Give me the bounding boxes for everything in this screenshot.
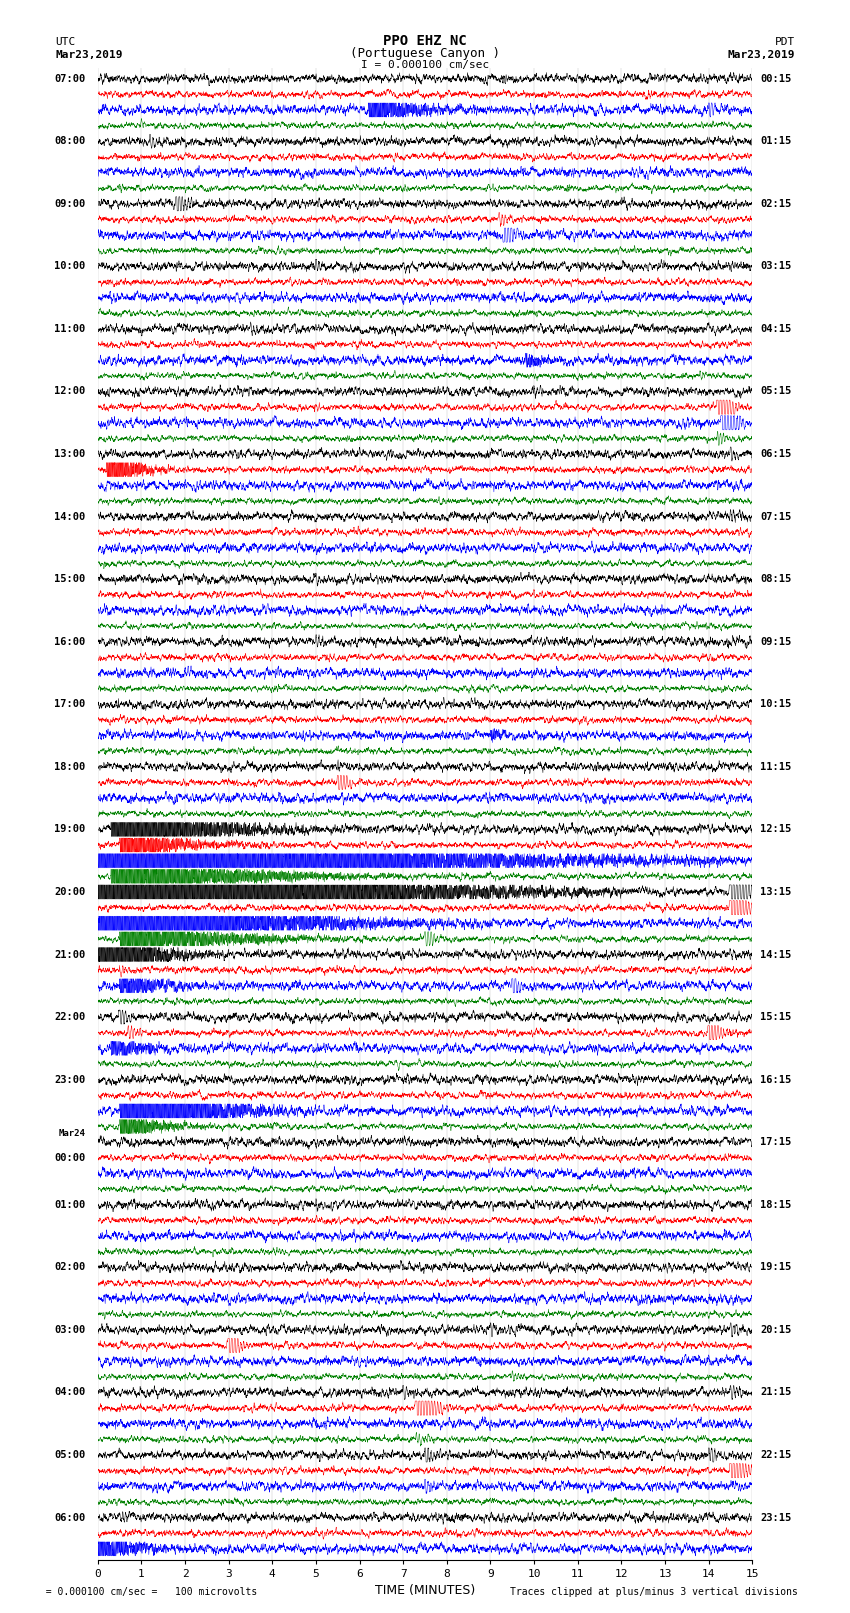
Text: 13:15: 13:15 bbox=[760, 887, 791, 897]
Text: 08:15: 08:15 bbox=[760, 574, 791, 584]
Text: 19:00: 19:00 bbox=[54, 824, 86, 834]
Text: 01:00: 01:00 bbox=[54, 1200, 86, 1210]
Text: 00:15: 00:15 bbox=[760, 74, 791, 84]
Text: 12:15: 12:15 bbox=[760, 824, 791, 834]
X-axis label: TIME (MINUTES): TIME (MINUTES) bbox=[375, 1584, 475, 1597]
Text: 02:00: 02:00 bbox=[54, 1263, 86, 1273]
Text: 18:00: 18:00 bbox=[54, 761, 86, 773]
Text: 00:00: 00:00 bbox=[54, 1153, 86, 1163]
Text: 16:00: 16:00 bbox=[54, 637, 86, 647]
Text: 21:00: 21:00 bbox=[54, 950, 86, 960]
Text: 08:00: 08:00 bbox=[54, 135, 86, 147]
Text: 14:00: 14:00 bbox=[54, 511, 86, 521]
Text: 21:15: 21:15 bbox=[760, 1387, 791, 1397]
Text: 18:15: 18:15 bbox=[760, 1200, 791, 1210]
Text: 12:00: 12:00 bbox=[54, 387, 86, 397]
Text: PDT: PDT bbox=[774, 37, 795, 47]
Text: 23:15: 23:15 bbox=[760, 1513, 791, 1523]
Text: 20:15: 20:15 bbox=[760, 1324, 791, 1336]
Text: 16:15: 16:15 bbox=[760, 1074, 791, 1084]
Text: 06:00: 06:00 bbox=[54, 1513, 86, 1523]
Text: 15:00: 15:00 bbox=[54, 574, 86, 584]
Text: 07:15: 07:15 bbox=[760, 511, 791, 521]
Text: 17:00: 17:00 bbox=[54, 700, 86, 710]
Text: 22:15: 22:15 bbox=[760, 1450, 791, 1460]
Text: 07:00: 07:00 bbox=[54, 74, 86, 84]
Text: 05:00: 05:00 bbox=[54, 1450, 86, 1460]
Text: I = 0.000100 cm/sec: I = 0.000100 cm/sec bbox=[361, 60, 489, 69]
Text: 01:15: 01:15 bbox=[760, 135, 791, 147]
Text: 11:15: 11:15 bbox=[760, 761, 791, 773]
Text: 19:15: 19:15 bbox=[760, 1263, 791, 1273]
Text: = 0.000100 cm/sec =   100 microvolts: = 0.000100 cm/sec = 100 microvolts bbox=[34, 1587, 258, 1597]
Text: 17:15: 17:15 bbox=[760, 1137, 791, 1147]
Text: 06:15: 06:15 bbox=[760, 448, 791, 460]
Text: 04:00: 04:00 bbox=[54, 1387, 86, 1397]
Text: 10:00: 10:00 bbox=[54, 261, 86, 271]
Text: UTC: UTC bbox=[55, 37, 76, 47]
Text: 20:00: 20:00 bbox=[54, 887, 86, 897]
Text: 13:00: 13:00 bbox=[54, 448, 86, 460]
Text: 05:15: 05:15 bbox=[760, 387, 791, 397]
Text: 14:15: 14:15 bbox=[760, 950, 791, 960]
Text: PPO EHZ NC: PPO EHZ NC bbox=[383, 34, 467, 48]
Text: 10:15: 10:15 bbox=[760, 700, 791, 710]
Text: (Portuguese Canyon ): (Portuguese Canyon ) bbox=[350, 47, 500, 60]
Text: 03:00: 03:00 bbox=[54, 1324, 86, 1336]
Text: Mar23,2019: Mar23,2019 bbox=[55, 50, 122, 60]
Text: 03:15: 03:15 bbox=[760, 261, 791, 271]
Text: 15:15: 15:15 bbox=[760, 1011, 791, 1023]
Text: 04:15: 04:15 bbox=[760, 324, 791, 334]
Text: 23:00: 23:00 bbox=[54, 1074, 86, 1084]
Text: 09:00: 09:00 bbox=[54, 198, 86, 208]
Text: Mar24: Mar24 bbox=[59, 1129, 86, 1139]
Text: 09:15: 09:15 bbox=[760, 637, 791, 647]
Text: 22:00: 22:00 bbox=[54, 1011, 86, 1023]
Text: 02:15: 02:15 bbox=[760, 198, 791, 208]
Text: Traces clipped at plus/minus 3 vertical divisions: Traces clipped at plus/minus 3 vertical … bbox=[510, 1587, 798, 1597]
Text: Mar23,2019: Mar23,2019 bbox=[728, 50, 795, 60]
Text: 11:00: 11:00 bbox=[54, 324, 86, 334]
